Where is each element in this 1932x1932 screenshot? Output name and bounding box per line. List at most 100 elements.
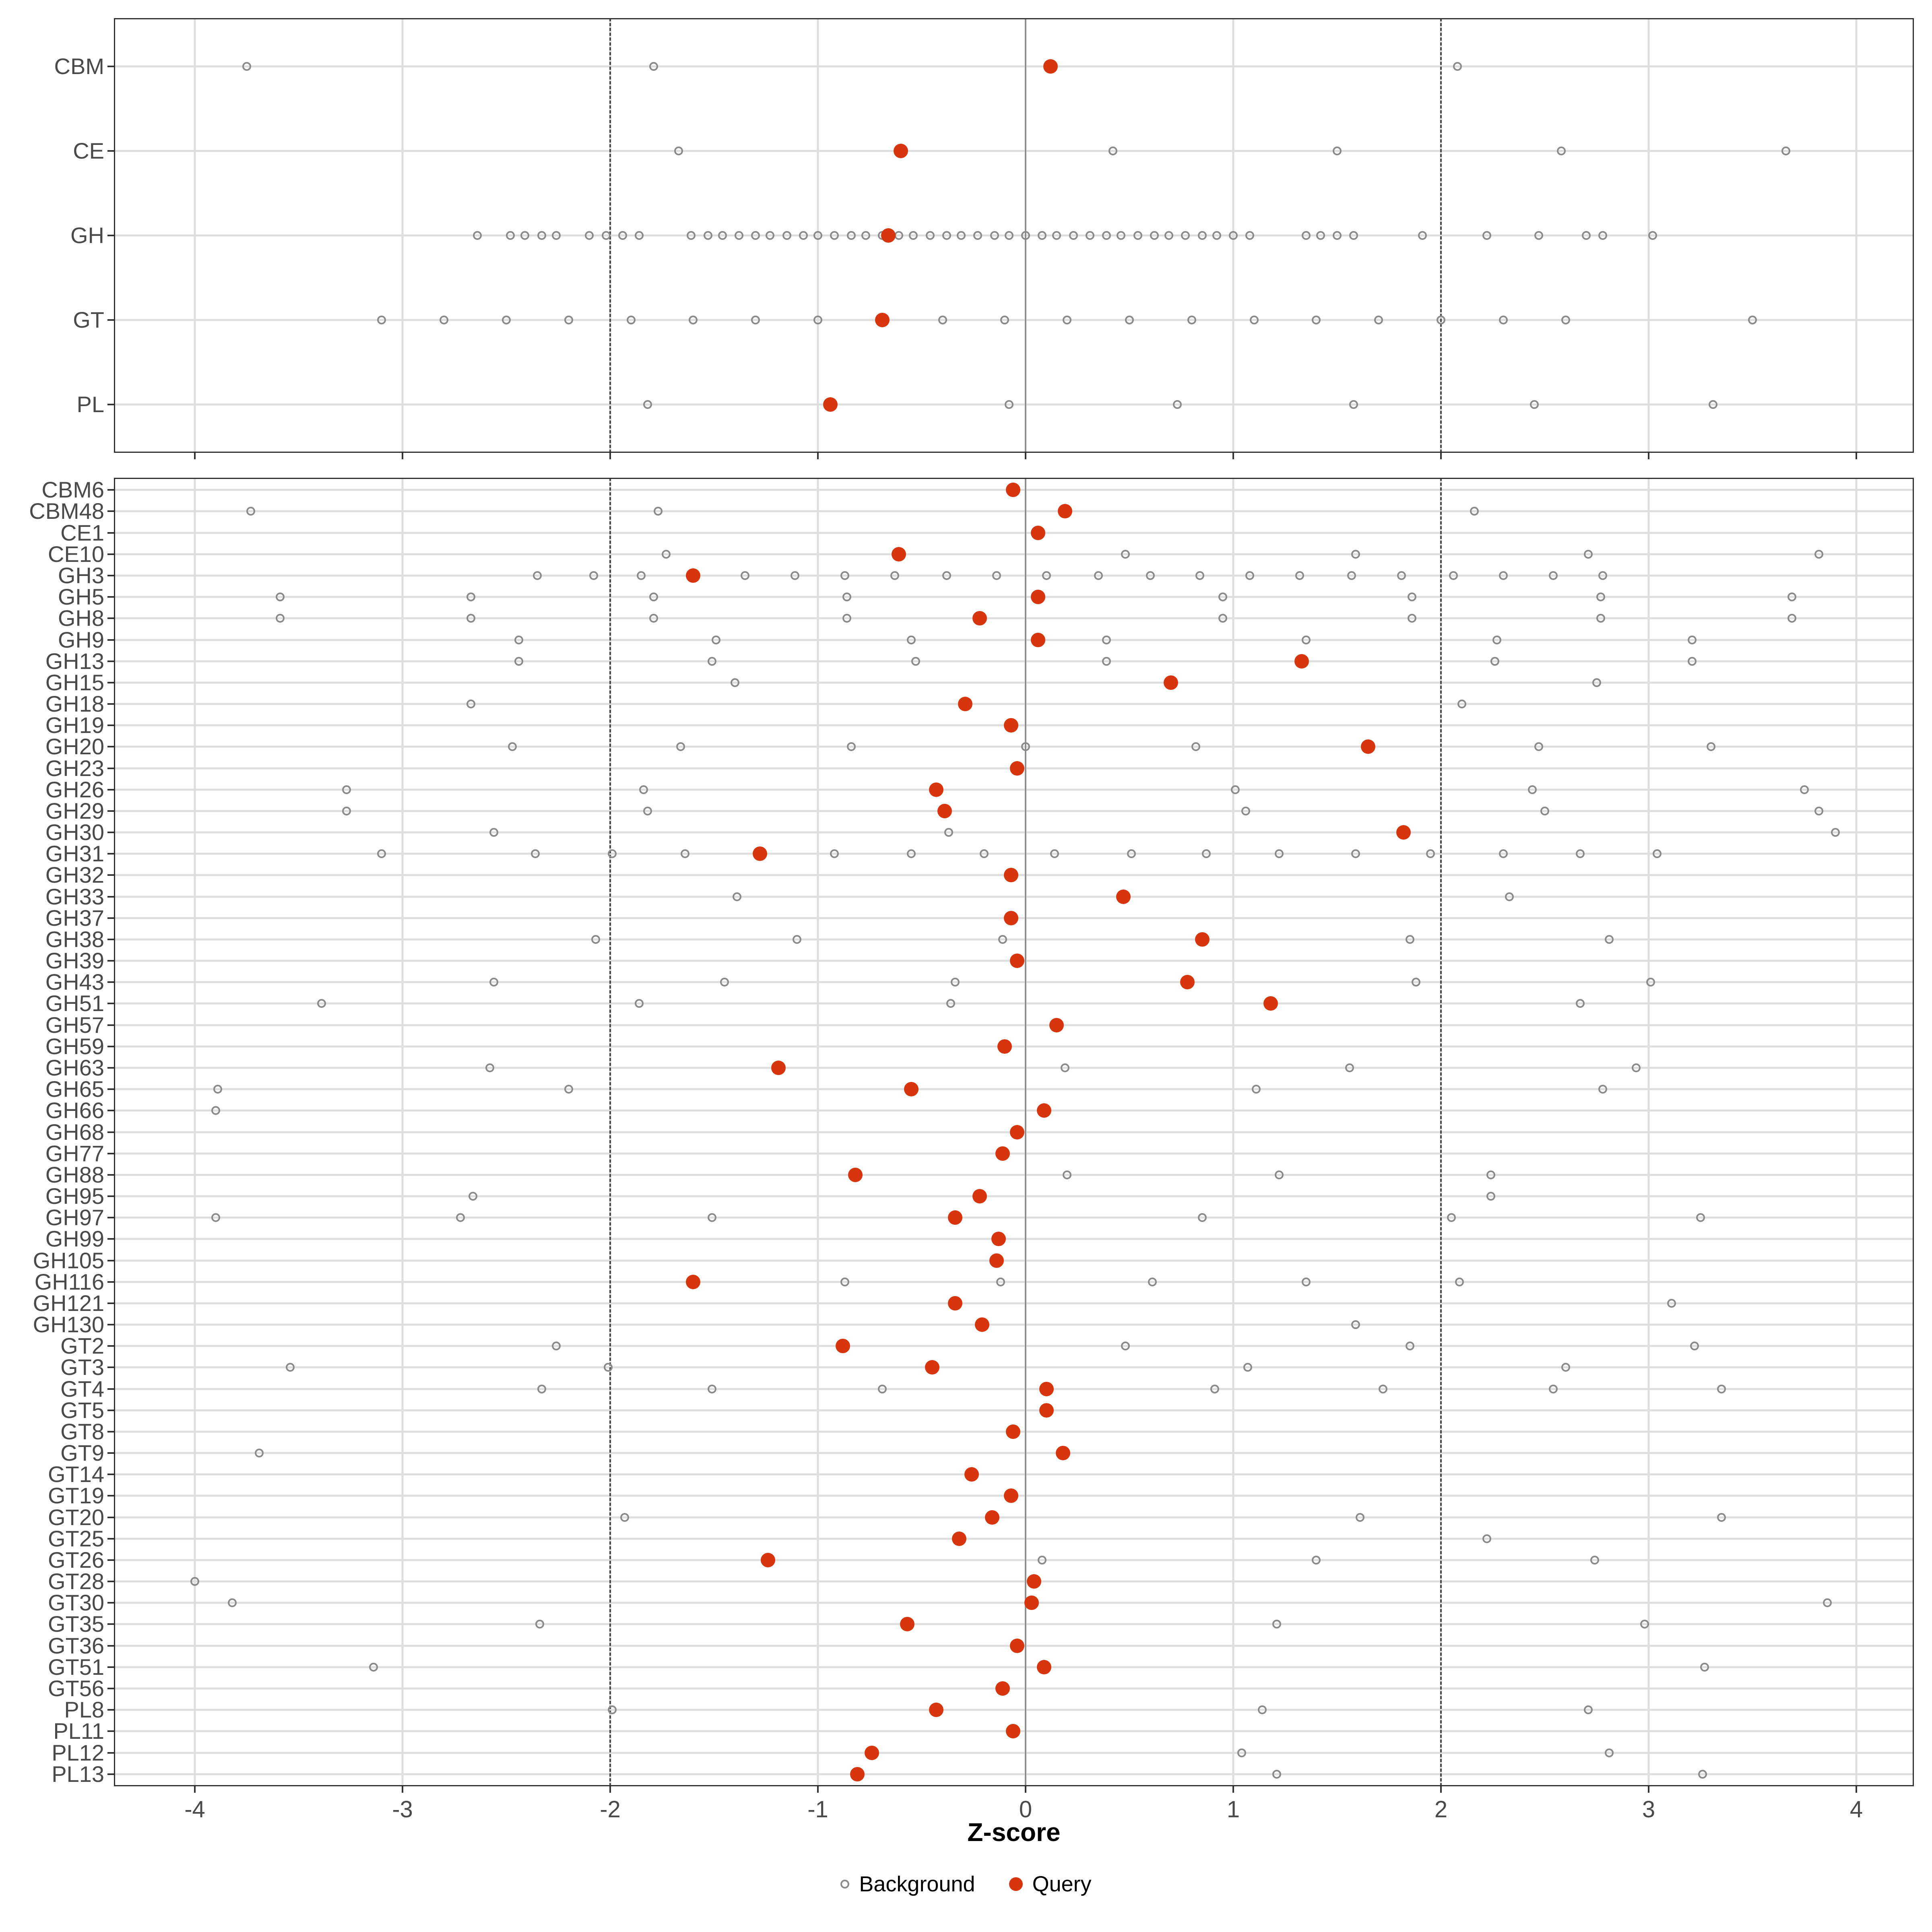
y-axis-label: GH26 bbox=[45, 776, 104, 802]
y-tick bbox=[107, 319, 114, 321]
background-point bbox=[1632, 1063, 1641, 1072]
background-point bbox=[1378, 1384, 1387, 1393]
query-point bbox=[752, 846, 767, 861]
y-axis-label: GH9 bbox=[58, 627, 104, 652]
row-gridline bbox=[114, 660, 1914, 663]
x-tick bbox=[194, 453, 196, 459]
row-gridline bbox=[114, 553, 1914, 555]
background-point bbox=[1237, 1748, 1246, 1757]
legend: Background Query bbox=[0, 1872, 1932, 1897]
background-point bbox=[1187, 316, 1196, 325]
background-point bbox=[1530, 400, 1539, 409]
y-tick bbox=[107, 853, 114, 855]
y-axis-label: GH57 bbox=[45, 1012, 104, 1038]
background-point bbox=[1781, 146, 1790, 155]
y-axis-label: GH39 bbox=[45, 948, 104, 974]
background-point bbox=[944, 828, 954, 837]
background-point bbox=[653, 507, 663, 516]
y-axis-label: GT8 bbox=[60, 1418, 104, 1444]
background-point bbox=[369, 1662, 378, 1672]
y-axis-label: GH65 bbox=[45, 1076, 104, 1102]
row-gridline bbox=[114, 1238, 1914, 1240]
background-point bbox=[1245, 231, 1255, 240]
y-tick bbox=[107, 1067, 114, 1069]
background-point bbox=[680, 849, 689, 859]
y-tick bbox=[107, 1495, 114, 1497]
y-tick bbox=[107, 1045, 114, 1047]
background-point bbox=[1814, 806, 1824, 815]
y-tick bbox=[107, 960, 114, 962]
x-tick bbox=[1648, 1786, 1649, 1793]
background-point bbox=[1061, 1063, 1070, 1072]
dashed-reference-line bbox=[1440, 18, 1442, 453]
query-point bbox=[997, 1039, 1012, 1054]
background-point bbox=[979, 849, 989, 859]
y-tick bbox=[107, 746, 114, 748]
background-point bbox=[275, 614, 285, 623]
y-tick bbox=[107, 1752, 114, 1754]
background-point bbox=[1021, 742, 1030, 751]
background-point bbox=[1706, 742, 1715, 751]
query-point bbox=[952, 1531, 966, 1546]
y-axis-label: GT bbox=[73, 307, 104, 333]
background-point bbox=[1197, 231, 1207, 240]
background-point bbox=[1295, 571, 1305, 580]
query-point bbox=[995, 1146, 1010, 1161]
x-tick bbox=[1440, 1786, 1442, 1793]
y-axis-label: GT3 bbox=[60, 1354, 104, 1380]
y-axis-label: GH30 bbox=[45, 819, 104, 845]
row-gridline bbox=[114, 1580, 1914, 1583]
y-axis-label: GH32 bbox=[45, 862, 104, 888]
background-point bbox=[1696, 1213, 1705, 1222]
background-point bbox=[1482, 1534, 1491, 1543]
row-gridline bbox=[114, 1709, 1914, 1711]
y-axis-label: PL bbox=[76, 392, 105, 417]
row-gridline bbox=[114, 1388, 1914, 1390]
query-point bbox=[1058, 504, 1073, 519]
background-point bbox=[1127, 849, 1136, 859]
query-point bbox=[1024, 1596, 1039, 1610]
row-gridline bbox=[114, 1281, 1914, 1283]
query-point bbox=[1055, 1446, 1070, 1461]
background-point bbox=[1412, 978, 1421, 987]
background-point bbox=[996, 1277, 1005, 1286]
y-axis-label: GH97 bbox=[45, 1205, 104, 1230]
background-point bbox=[211, 1106, 220, 1115]
background-point bbox=[1201, 849, 1211, 859]
y-axis-label: GH19 bbox=[45, 712, 104, 738]
row-gridline bbox=[114, 65, 1914, 68]
background-point bbox=[466, 592, 476, 602]
background-point bbox=[703, 231, 712, 240]
background-point bbox=[1069, 231, 1078, 240]
x-tick bbox=[609, 453, 611, 459]
background-point bbox=[1561, 1363, 1570, 1372]
background-point bbox=[1717, 1384, 1726, 1393]
x-tick-label: -2 bbox=[600, 1796, 621, 1823]
background-point bbox=[551, 1342, 561, 1351]
background-point bbox=[1405, 1342, 1414, 1351]
row-gridline bbox=[114, 1473, 1914, 1476]
query-point bbox=[686, 568, 701, 583]
background-point bbox=[907, 635, 916, 644]
row-gridline bbox=[114, 1559, 1914, 1561]
y-tick bbox=[107, 832, 114, 834]
x-tick bbox=[402, 453, 403, 459]
background-point bbox=[456, 1213, 465, 1222]
background-point bbox=[1418, 231, 1427, 240]
background-point bbox=[637, 571, 646, 580]
background-point bbox=[911, 656, 920, 666]
background-point bbox=[213, 1085, 222, 1094]
y-tick bbox=[107, 981, 114, 983]
y-axis-label: GT5 bbox=[60, 1397, 104, 1423]
background-point bbox=[1690, 1342, 1699, 1351]
query-point bbox=[972, 1189, 987, 1204]
x-tick bbox=[1856, 1786, 1857, 1793]
y-axis-label: GH8 bbox=[58, 605, 104, 631]
y-axis-label: CE1 bbox=[60, 520, 104, 545]
x-tick bbox=[1440, 453, 1442, 459]
y-tick bbox=[107, 1366, 114, 1368]
class-panel bbox=[114, 18, 1914, 453]
background-point bbox=[1231, 785, 1240, 794]
query-point bbox=[835, 1339, 850, 1354]
row-gridline bbox=[114, 1752, 1914, 1754]
